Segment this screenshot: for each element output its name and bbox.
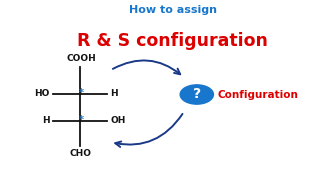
Text: *: * [79,115,84,125]
Text: H: H [110,89,118,98]
Text: How to assign: How to assign [129,5,217,15]
Text: *: * [79,88,84,98]
Text: OH: OH [110,116,126,125]
Text: H: H [42,116,50,125]
Text: HO: HO [34,89,50,98]
Text: ?: ? [193,87,201,102]
Text: Configuration: Configuration [218,89,299,100]
Ellipse shape [180,85,213,104]
Text: COOH: COOH [66,54,96,63]
Text: R & S configuration: R & S configuration [77,32,268,50]
Text: CHO: CHO [69,149,91,158]
